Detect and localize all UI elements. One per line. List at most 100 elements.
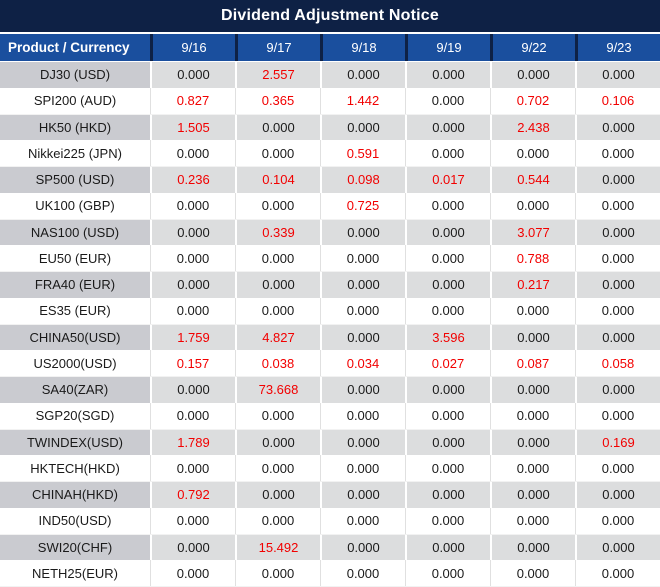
table-row: SWI20(CHF) 0.000 15.492 0.000 0.000 0.000 0.00… (0, 534, 660, 561)
value-cell: 0.000 (320, 402, 405, 429)
value-cell: 0.000 (235, 114, 320, 141)
value-cell: 0.000 (320, 62, 405, 88)
value-cell: 0.087 (490, 350, 575, 376)
value-cell: 1.505 (150, 114, 235, 141)
table-body: DJ30 (USD) 0.000 2.557 0.000 0.000 0.000 0.000… (0, 62, 660, 587)
value-cell: 0.000 (320, 507, 405, 534)
value-cell: 0.098 (320, 167, 405, 193)
product-cell: TWINDEX(USD) (0, 429, 150, 456)
value-cell: 0.000 (405, 245, 490, 271)
value-cell: 0.000 (320, 429, 405, 456)
value-cell: 0.000 (320, 455, 405, 481)
value-cell: 0.000 (405, 297, 490, 324)
value-cell: 0.000 (405, 560, 490, 586)
value-cell: 0.000 (490, 534, 575, 561)
value-cell: 0.000 (490, 297, 575, 324)
value-cell: 0.000 (235, 507, 320, 534)
value-cell: 3.077 (490, 219, 575, 246)
value-cell: 0.000 (575, 219, 660, 246)
value-cell: 0.000 (235, 482, 320, 508)
table-row: SGP20(SGD) 0.000 0.000 0.000 0.000 0.000 0.000 (0, 402, 660, 430)
value-cell: 0.027 (405, 350, 490, 376)
value-cell: 0.000 (405, 114, 490, 141)
value-cell: 0.038 (235, 350, 320, 376)
value-cell: 0.236 (150, 167, 235, 193)
value-cell: 0.000 (235, 192, 320, 219)
value-cell: 0.000 (405, 507, 490, 534)
value-cell: 0.000 (490, 429, 575, 456)
product-cell: EU50 (EUR) (0, 245, 150, 271)
value-cell: 0.000 (575, 167, 660, 193)
value-cell: 0.000 (490, 324, 575, 351)
product-cell: SPI200 (AUD) (0, 87, 150, 114)
value-cell: 0.000 (320, 324, 405, 351)
value-cell: 0.000 (490, 377, 575, 403)
table-row: SP500 (USD) 0.236 0.104 0.098 0.017 0.544 0.00… (0, 167, 660, 193)
value-cell: 15.492 (235, 534, 320, 561)
table-row: CHINAH(HKD) 0.792 0.000 0.000 0.000 0.000 0.00… (0, 482, 660, 508)
product-cell: SGP20(SGD) (0, 402, 150, 429)
value-cell: 0.000 (235, 245, 320, 271)
table-row: NAS100 (USD) 0.000 0.339 0.000 0.000 3.077 0.0… (0, 219, 660, 246)
value-cell: 0.000 (490, 62, 575, 88)
value-cell: 0.217 (490, 272, 575, 298)
table-row: TWINDEX(USD) 1.789 0.000 0.000 0.000 0.000 0.1… (0, 429, 660, 456)
table-row: IND50(USD) 0.000 0.000 0.000 0.000 0.000 0.000 (0, 507, 660, 535)
product-cell: ES35 (EUR) (0, 297, 150, 324)
date-column-header: 9/22 (490, 34, 575, 61)
date-column-header: 9/16 (150, 34, 235, 61)
value-cell: 0.000 (405, 272, 490, 298)
value-cell: 0.000 (150, 245, 235, 271)
value-cell: 0.544 (490, 167, 575, 193)
table-row: HK50 (HKD) 1.505 0.000 0.000 0.000 2.438 0.000 (0, 114, 660, 141)
date-column-header: 9/18 (320, 34, 405, 61)
value-cell: 0.000 (575, 402, 660, 429)
value-cell: 0.169 (575, 429, 660, 456)
table-row: NETH25(EUR) 0.000 0.000 0.000 0.000 0.000 0.00… (0, 560, 660, 587)
value-cell: 0.000 (575, 272, 660, 298)
product-cell: US2000(USD) (0, 350, 150, 376)
table-row: SA40(ZAR) 0.000 73.668 0.000 0.000 0.000 0.000 (0, 377, 660, 403)
date-column-header: 9/19 (405, 34, 490, 61)
product-cell: UK100 (GBP) (0, 192, 150, 219)
value-cell: 73.668 (235, 377, 320, 403)
value-cell: 0.827 (150, 87, 235, 114)
value-cell: 0.000 (575, 534, 660, 561)
table-header-row: Product / Currency 9/16 9/17 9/18 9/19 9/22 9… (0, 34, 660, 62)
table-row: ES35 (EUR) 0.000 0.000 0.000 0.000 0.000 0.000 (0, 297, 660, 325)
value-cell: 0.000 (320, 377, 405, 403)
value-cell: 0.000 (235, 402, 320, 429)
value-cell: 0.000 (490, 140, 575, 166)
value-cell: 0.000 (150, 377, 235, 403)
value-cell: 0.000 (320, 219, 405, 246)
value-cell: 0.000 (490, 402, 575, 429)
value-cell: 0.000 (150, 62, 235, 88)
value-cell: 0.591 (320, 140, 405, 166)
product-currency-column-header: Product / Currency (8, 40, 130, 55)
value-cell: 0.000 (235, 297, 320, 324)
value-cell: 0.000 (150, 534, 235, 561)
value-cell: 0.000 (235, 140, 320, 166)
value-cell: 0.000 (575, 114, 660, 141)
value-cell: 0.000 (405, 192, 490, 219)
value-cell: 0.000 (405, 402, 490, 429)
product-cell: DJ30 (USD) (0, 62, 150, 88)
value-cell: 0.000 (405, 62, 490, 88)
product-cell: Nikkei225 (JPN) (0, 140, 150, 166)
value-cell: 0.104 (235, 167, 320, 193)
value-cell: 0.000 (320, 534, 405, 561)
date-column-header: 9/23 (575, 34, 660, 61)
value-cell: 0.339 (235, 219, 320, 246)
value-cell: 0.788 (490, 245, 575, 271)
product-cell: CHINA50(USD) (0, 324, 150, 351)
value-cell: 0.000 (575, 297, 660, 324)
value-cell: 0.365 (235, 87, 320, 114)
product-cell: SA40(ZAR) (0, 377, 150, 403)
value-cell: 0.725 (320, 192, 405, 219)
table-row: Nikkei225 (JPN) 0.000 0.000 0.591 0.000 0.000… (0, 140, 660, 167)
value-cell: 0.000 (150, 140, 235, 166)
value-cell: 0.000 (405, 87, 490, 114)
value-cell: 1.759 (150, 324, 235, 351)
value-cell: 0.000 (405, 482, 490, 508)
